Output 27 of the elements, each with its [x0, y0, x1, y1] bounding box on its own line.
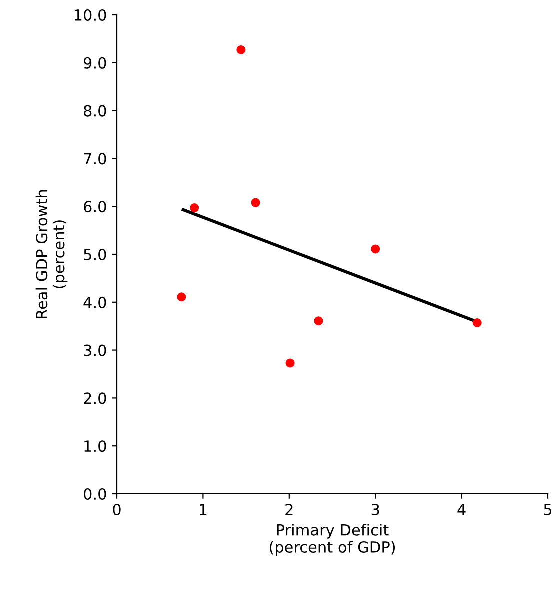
y-axis-title: Real GDP Growth (percent) [36, 190, 68, 318]
y-tick-label: 10.0 [74, 9, 106, 22]
point [286, 358, 295, 368]
y-tick-label: 8.0 [84, 105, 106, 117]
point [314, 316, 324, 326]
y-tick-label: 5.0 [84, 248, 106, 261]
y-tick-label: 9.0 [84, 57, 106, 69]
point [251, 198, 260, 208]
x-axis-title: Primary Deficit (percent of GDP) [270, 524, 396, 556]
point [177, 292, 186, 302]
x-tick-label: 3 [372, 504, 380, 516]
x-tick-label: 1 [200, 504, 207, 516]
point [472, 318, 482, 328]
x-tick-label: 0 [113, 504, 121, 516]
y-tick-label: 1.0 [84, 440, 106, 452]
x-tick-label: 5 [544, 504, 552, 516]
y-tick-label: 2.0 [84, 392, 106, 404]
x-tick-label: 4 [458, 504, 466, 516]
y-tick-label: 6.0 [84, 201, 106, 213]
y-tick-label: 4.0 [84, 296, 106, 308]
y-tick-label: 3.0 [84, 344, 106, 356]
point [190, 204, 200, 213]
point [371, 244, 380, 254]
point [236, 45, 246, 54]
y-tick-label: 0.0 [84, 488, 106, 500]
x-tick-label: 2 [286, 504, 293, 516]
y-tick-label: 7.0 [84, 153, 106, 165]
